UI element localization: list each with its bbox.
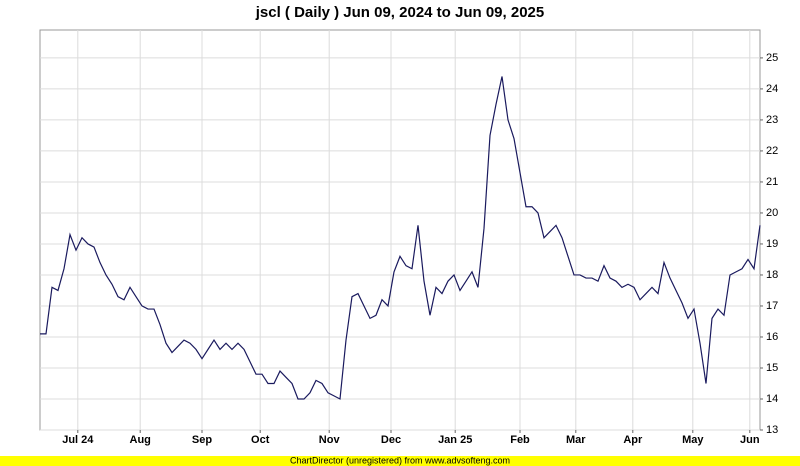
y-tick-label: 17	[766, 300, 778, 312]
x-tick-label: Dec	[381, 434, 401, 446]
x-tick-label: Aug	[130, 434, 151, 446]
y-tick-label: 20	[766, 207, 778, 219]
x-tick-label: Oct	[251, 434, 270, 446]
y-tick-label: 22	[766, 145, 778, 157]
y-tick-label: 15	[766, 362, 778, 374]
x-tick-label: Mar	[566, 434, 586, 446]
chart-title: jscl ( Daily ) Jun 09, 2024 to Jun 09, 2…	[255, 4, 544, 21]
y-tick-label: 14	[766, 393, 778, 405]
x-tick-label: May	[682, 434, 704, 446]
labels: 13 14 15 16 17 18 19 20 21 22 23 24 25 Jul 24 Aug Sep Oc…	[62, 52, 778, 446]
footer: ChartDirector (unregistered) from www.ad…	[290, 455, 510, 465]
x-tick-label: Nov	[319, 434, 341, 446]
y-tick-label: 13	[766, 424, 778, 436]
y-tick-label: 19	[766, 238, 778, 250]
y-tick-label: 18	[766, 269, 778, 281]
y-tick-label: 16	[766, 331, 778, 343]
y-tick-label: 24	[766, 83, 778, 95]
x-tick-label: Jul 24	[62, 434, 94, 446]
y-tick-label: 23	[766, 114, 778, 126]
y-tick-label: 21	[766, 176, 778, 188]
x-tick-label: Jan 25	[438, 434, 472, 446]
x-tick-label: Jun	[740, 434, 760, 446]
x-tick-label: Apr	[623, 434, 643, 446]
x-tick-label: Sep	[192, 434, 212, 446]
grid	[40, 30, 763, 433]
y-tick-label: 25	[766, 52, 778, 64]
line-series	[40, 76, 761, 400]
footer-bar	[0, 456, 800, 466]
plot-area	[39, 29, 761, 431]
x-tick-label: Feb	[510, 434, 530, 446]
marks	[40, 76, 761, 400]
